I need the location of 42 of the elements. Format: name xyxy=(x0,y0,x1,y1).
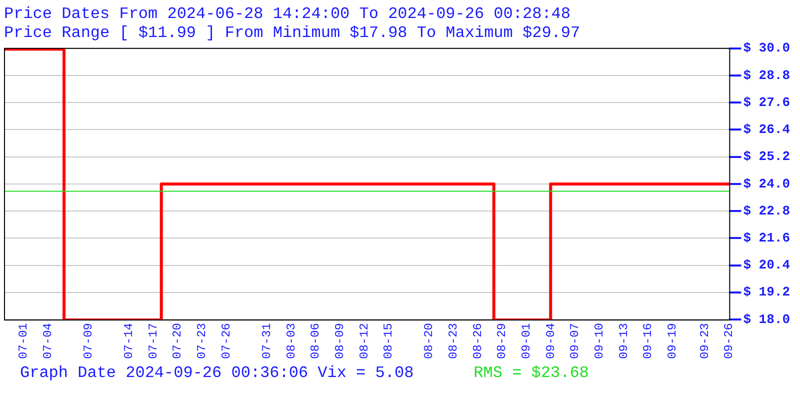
chart-subtitle: Price Range [ $11.99 ] From Minimum $17.98 To Maximum $29.97 xyxy=(4,24,580,42)
x-tick-label: 08-06 xyxy=(308,322,323,360)
x-tick-label: 07-23 xyxy=(195,322,210,360)
x-tick-label: 07-01 xyxy=(16,322,31,360)
text: Graph Date 2024-09-26 00:36:06 Vix = 5.08 xyxy=(20,364,414,382)
chart-title: Price Dates From 2024-06-28 14:24:00 To 2024-09-26 00:28:48 xyxy=(4,4,570,23)
y-tick-label: $ 28.8 xyxy=(743,68,790,83)
x-tick-label: 07-20 xyxy=(170,322,185,360)
y-tick-label: $ 21.6 xyxy=(743,230,790,246)
x-tick-label: 08-26 xyxy=(470,322,485,360)
y-tick-label: $ 24.0 xyxy=(743,176,790,192)
x-tick-label: 08-23 xyxy=(446,322,460,360)
x-tick-label: 09-04 xyxy=(544,322,558,360)
x-tick-label: 09-26 xyxy=(722,322,736,360)
x-tick-label: 08-12 xyxy=(357,322,372,360)
y-tick-label: $ 20.4 xyxy=(743,258,790,273)
y-tick-label: $ 22.8 xyxy=(743,203,790,218)
x-tick-label: 07-17 xyxy=(146,322,160,360)
ref-line-label: RMS = $23.68 xyxy=(474,364,589,382)
x-tick-label: 08-20 xyxy=(422,322,436,360)
y-tick-label: $ 30.0 xyxy=(743,40,790,56)
x-tick-label: 09-16 xyxy=(641,322,656,360)
y-tick-label: $ 25.2 xyxy=(743,149,790,164)
x-tick-label: 09-10 xyxy=(592,322,606,360)
x-tick-label: 08-09 xyxy=(332,322,347,360)
x-tick-label: 07-26 xyxy=(219,322,234,360)
y-tick-label: $ 26.4 xyxy=(743,122,790,138)
x-tick-label: 09-23 xyxy=(698,322,712,360)
x-tick-label: 09-19 xyxy=(665,322,680,360)
x-tick-label: 07-14 xyxy=(122,322,136,360)
x-tick-label: 07-09 xyxy=(82,322,96,360)
y-tick-label: $ 19.2 xyxy=(743,284,790,300)
x-tick-label: 08-29 xyxy=(495,322,510,360)
y-tick-label: $ 27.6 xyxy=(743,94,790,110)
x-tick-label: 07-31 xyxy=(260,322,274,360)
x-tick-label: 09-07 xyxy=(568,322,582,360)
x-tick-label: 08-15 xyxy=(382,322,396,360)
x-tick-label: 09-13 xyxy=(616,322,631,360)
x-tick-label: 09-01 xyxy=(519,322,534,360)
x-tick-label: 07-04 xyxy=(40,322,55,360)
x-tick-label: 08-03 xyxy=(284,322,298,360)
y-tick-label: $ 18.0 xyxy=(743,312,790,327)
